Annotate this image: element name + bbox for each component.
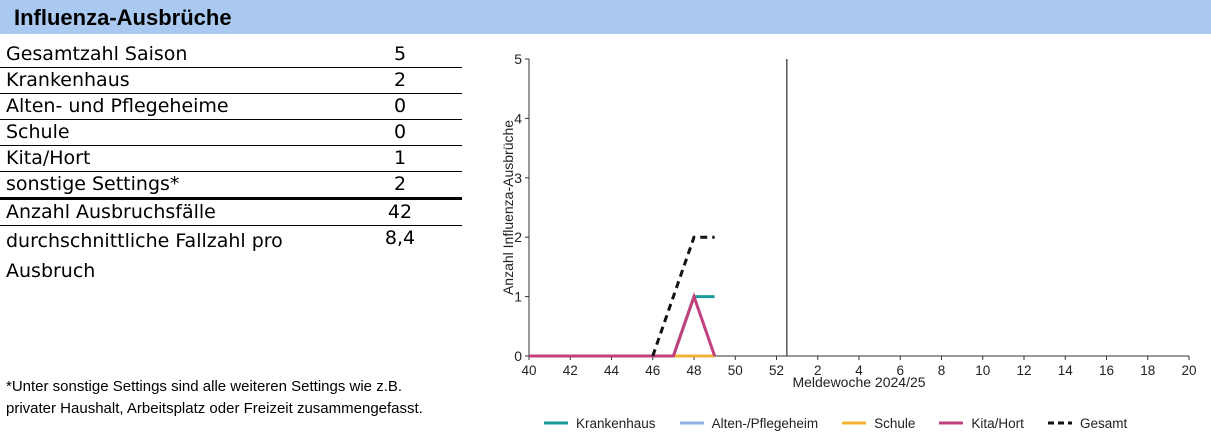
stats-value: 8,4 xyxy=(384,227,416,249)
title-bar: Influenza-Ausbrüche xyxy=(0,0,1211,34)
x-tick-label: 10 xyxy=(975,363,990,378)
y-axis-label: Anzahl Influenza-Ausbrüche xyxy=(500,120,516,295)
x-tick-label: 48 xyxy=(686,363,701,378)
x-tick-label: 12 xyxy=(1016,363,1031,378)
x-tick-label: 44 xyxy=(604,363,620,378)
stats-label: Kita/Hort xyxy=(6,147,91,169)
stats-table: Gesamtzahl Saison 5 Krankenhaus 2 Alten-… xyxy=(0,42,462,286)
legend-swatch xyxy=(1047,421,1072,425)
x-tick-label: 50 xyxy=(728,363,743,378)
stats-label: Anzahl Ausbruchsfälle xyxy=(6,201,216,223)
legend-label: Schule xyxy=(874,415,916,431)
stats-row: Gesamtzahl Saison 5 xyxy=(0,42,462,68)
y-tick-label: 1 xyxy=(514,289,522,305)
stats-row: Alten- und Pflegeheime 0 xyxy=(0,94,462,120)
x-tick-label: 2 xyxy=(814,363,822,378)
y-tick-label: 4 xyxy=(514,110,522,126)
x-tick-label: 20 xyxy=(1181,363,1196,378)
stats-row: Krankenhaus 2 xyxy=(0,68,462,94)
stats-row: Kita/Hort 1 xyxy=(0,146,462,172)
stats-value: 42 xyxy=(387,201,413,223)
legend-swatch xyxy=(679,421,704,425)
legend-swatch xyxy=(842,421,867,425)
y-tick-label: 5 xyxy=(514,51,522,67)
series-line-kita-hort xyxy=(529,292,717,358)
stats-label: Schule xyxy=(6,121,70,143)
legend-label: Alten-/Pflegeheim xyxy=(711,415,819,431)
stats-label: Gesamtzahl Saison xyxy=(6,43,188,65)
page-title: Influenza-Ausbrüche xyxy=(14,5,232,30)
stats-value: 2 xyxy=(393,173,407,195)
x-tick-label: 16 xyxy=(1099,363,1114,378)
legend-swatch xyxy=(544,421,568,425)
x-tick-label: 6 xyxy=(896,363,904,378)
series-line-krankenhaus xyxy=(529,295,715,358)
stats-label: sonstige Settings* xyxy=(6,173,180,195)
legend-item: Kita/Hort xyxy=(939,416,1024,431)
stats-value: 5 xyxy=(393,43,407,65)
stats-row: Schule 0 xyxy=(0,120,462,146)
x-tick-label: 40 xyxy=(521,363,536,378)
x-tick-label: 4 xyxy=(855,363,863,378)
legend-swatch xyxy=(939,421,964,425)
stats-label: Alten- und Pflegeheime xyxy=(6,95,229,117)
stats-value: 2 xyxy=(393,69,407,91)
x-tick-label: 52 xyxy=(769,363,784,378)
y-tick-label: 0 xyxy=(514,348,522,364)
x-tick-label: 14 xyxy=(1058,363,1074,378)
legend-label: Gesamt xyxy=(1079,415,1128,431)
stats-label: durchschnittliche Fallzahl pro Ausbruch xyxy=(6,230,283,282)
y-tick-label: 2 xyxy=(514,229,522,245)
stats-row: durchschnittliche Fallzahl pro Ausbruch … xyxy=(0,226,462,286)
stats-value: 0 xyxy=(393,121,407,143)
stats-row: sonstige Settings* 2 xyxy=(0,172,462,200)
stats-label: Krankenhaus xyxy=(6,69,130,91)
legend-label: Krankenhaus xyxy=(576,415,656,431)
y-tick-label: 3 xyxy=(514,170,522,186)
legend-item: Krankenhaus xyxy=(544,416,656,431)
series-line-gesamt xyxy=(651,235,715,357)
footnote: *Unter sonstige Settings sind alle weite… xyxy=(6,378,423,417)
chart-legend: Krankenhaus Alten-/Pflegeheim Schule Kita/H… xyxy=(544,412,1151,434)
legend-item: Gesamt xyxy=(1047,415,1128,431)
x-axis-label: Meldewoche 2024/25 xyxy=(792,374,925,390)
x-tick-label: 18 xyxy=(1140,363,1155,378)
stats-value: 1 xyxy=(393,147,407,169)
legend-item: Alten-/Pflegeheim xyxy=(679,415,819,431)
stats-row: Anzahl Ausbruchsfälle 42 xyxy=(0,200,462,226)
x-tick-label: 8 xyxy=(938,363,946,378)
legend-item: Schule xyxy=(842,416,915,431)
x-tick-label: 46 xyxy=(645,363,660,378)
x-tick-label: 42 xyxy=(563,363,578,378)
stats-value: 0 xyxy=(393,95,407,117)
legend-label: Kita/Hort xyxy=(971,415,1024,431)
